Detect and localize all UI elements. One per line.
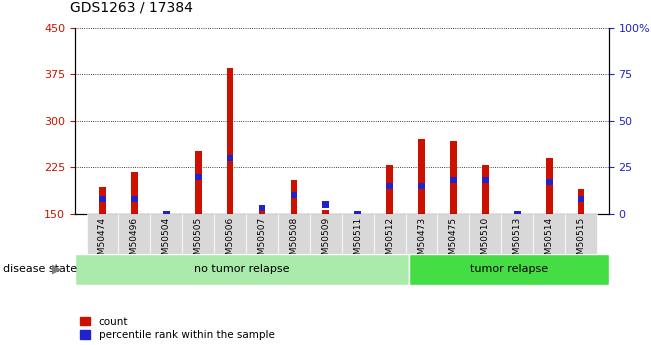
Text: GSM50474: GSM50474 [98, 217, 107, 266]
Text: GSM50511: GSM50511 [353, 217, 362, 266]
FancyBboxPatch shape [87, 214, 118, 254]
FancyBboxPatch shape [374, 214, 406, 254]
FancyBboxPatch shape [409, 254, 609, 285]
FancyBboxPatch shape [182, 214, 214, 254]
Bar [163, 211, 170, 217]
FancyBboxPatch shape [214, 214, 246, 254]
Bar [322, 209, 329, 214]
FancyBboxPatch shape [437, 214, 469, 254]
Bar [99, 196, 106, 202]
FancyBboxPatch shape [75, 254, 409, 285]
Bar [546, 179, 553, 185]
Text: GSM50513: GSM50513 [513, 217, 521, 266]
Bar [99, 187, 106, 214]
FancyBboxPatch shape [150, 214, 182, 254]
Bar [418, 183, 425, 189]
FancyBboxPatch shape [310, 214, 342, 254]
Text: tumor relapse: tumor relapse [469, 264, 547, 274]
Text: GDS1263 / 17384: GDS1263 / 17384 [70, 1, 193, 14]
Text: GSM50475: GSM50475 [449, 217, 458, 266]
FancyBboxPatch shape [246, 214, 278, 254]
FancyBboxPatch shape [342, 214, 374, 254]
Text: GSM50508: GSM50508 [290, 217, 298, 266]
Text: GSM50507: GSM50507 [258, 217, 266, 266]
Bar [577, 189, 585, 214]
Bar [258, 205, 266, 211]
Bar [482, 177, 489, 184]
Bar [195, 174, 202, 180]
Text: ▶: ▶ [52, 263, 62, 276]
FancyBboxPatch shape [565, 214, 597, 254]
Text: GSM50496: GSM50496 [130, 217, 139, 266]
Legend: count, percentile rank within the sample: count, percentile rank within the sample [80, 317, 275, 340]
Bar [482, 166, 489, 214]
Bar [450, 141, 457, 214]
FancyBboxPatch shape [406, 214, 437, 254]
Bar [290, 180, 298, 214]
Bar [290, 192, 298, 198]
Bar [546, 158, 553, 214]
Text: GSM50473: GSM50473 [417, 217, 426, 266]
Bar [577, 196, 585, 202]
Text: GSM50505: GSM50505 [194, 217, 202, 266]
Bar [354, 211, 361, 217]
Text: GSM50514: GSM50514 [545, 217, 554, 266]
FancyBboxPatch shape [278, 214, 310, 254]
Bar [227, 155, 234, 161]
FancyBboxPatch shape [469, 214, 501, 254]
Text: GSM50504: GSM50504 [162, 217, 171, 266]
FancyBboxPatch shape [501, 214, 533, 254]
Bar [386, 166, 393, 214]
Bar [418, 139, 425, 214]
Text: GSM50512: GSM50512 [385, 217, 394, 266]
Bar [322, 201, 329, 208]
Text: GSM50506: GSM50506 [226, 217, 234, 266]
FancyBboxPatch shape [533, 214, 565, 254]
Bar [131, 196, 138, 202]
Text: GSM50515: GSM50515 [577, 217, 586, 266]
Bar [195, 150, 202, 214]
Bar [258, 209, 266, 214]
Text: no tumor relapse: no tumor relapse [194, 264, 290, 274]
Text: disease state: disease state [3, 264, 77, 274]
Bar [450, 177, 457, 184]
Bar [131, 172, 138, 214]
Bar [386, 183, 393, 189]
Bar [227, 68, 234, 214]
FancyBboxPatch shape [118, 214, 150, 254]
Text: GSM50509: GSM50509 [322, 217, 330, 266]
Bar [514, 211, 521, 217]
Text: GSM50510: GSM50510 [481, 217, 490, 266]
